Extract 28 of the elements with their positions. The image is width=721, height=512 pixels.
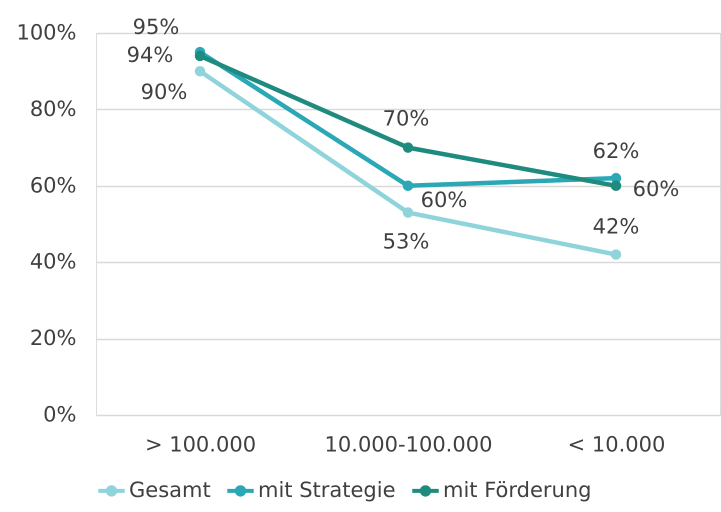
y-tick-label: 40%	[30, 250, 76, 274]
data-label: 62%	[592, 139, 640, 164]
x-tick-label: < 10.000	[568, 432, 666, 456]
data-label: 42%	[592, 214, 640, 239]
point	[402, 142, 414, 153]
y-tick-label: 80%	[30, 96, 76, 121]
data-label: 60%	[420, 188, 468, 212]
y-tick-label: 0%	[43, 402, 76, 426]
data-label: 53%	[382, 230, 430, 254]
point	[194, 66, 206, 76]
point	[194, 50, 206, 62]
y-tick-label: 60%	[30, 173, 76, 198]
data-label: 60%	[632, 176, 680, 201]
point	[610, 249, 622, 260]
legend-label: mit Förderung	[443, 478, 592, 502]
data-label: 94%	[126, 42, 174, 67]
x-tick-label: 10.000-100.000	[324, 432, 492, 456]
data-label: 70%	[382, 106, 430, 131]
legend-label: Gesamt	[129, 478, 211, 502]
data-label: 95%	[132, 15, 180, 40]
x-tick-label: > 100.000	[144, 432, 256, 456]
data-label: 90%	[140, 80, 188, 104]
point	[402, 207, 414, 218]
y-tick-label: 20%	[30, 326, 76, 350]
point	[402, 180, 414, 192]
legend-label: mit Strategie	[258, 478, 396, 502]
y-tick-label: 100%	[16, 20, 76, 44]
point	[610, 180, 622, 192]
